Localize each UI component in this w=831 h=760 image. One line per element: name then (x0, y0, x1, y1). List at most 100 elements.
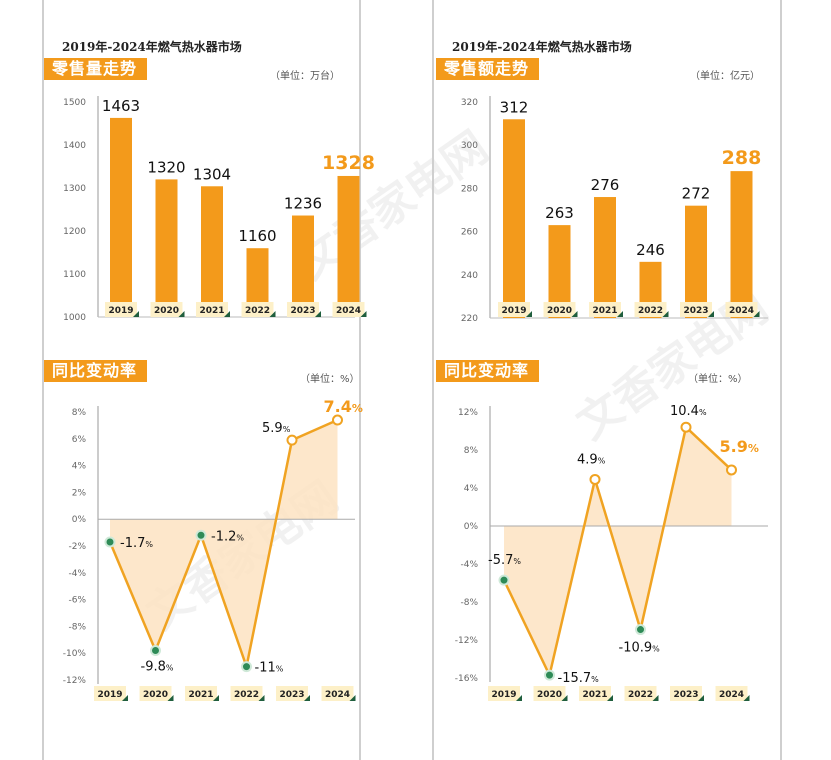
year-tab (150, 302, 183, 317)
year-tab-corner (526, 311, 532, 317)
data-point (104, 536, 116, 548)
data-label: 1320 (147, 158, 185, 176)
year-tab-corner (743, 695, 750, 701)
x-tick-label: 2022 (234, 690, 259, 700)
y-tick-label: 300 (461, 141, 478, 151)
year-tab-corner (753, 311, 760, 317)
series-line (108, 418, 339, 672)
y-tick-label: 12% (458, 408, 478, 418)
y-tick-label: -10% (63, 649, 87, 659)
x-tick-label: 2023 (279, 690, 304, 700)
panel-header: 2019年-2024年燃气热水器市场 (452, 40, 632, 54)
data-label-unit: % (598, 456, 606, 465)
data-point (589, 473, 601, 485)
year-tab (287, 302, 319, 317)
y-tick-label: -4% (460, 560, 478, 570)
series-line (502, 424, 733, 679)
year-tab (533, 686, 566, 701)
data-label: -15.7% (558, 671, 600, 686)
unit-label: （单位：万台） (270, 71, 340, 82)
year-tab-corner (224, 311, 230, 317)
data-point (150, 645, 161, 657)
left-divider (42, 0, 44, 760)
y-tick-label: 8% (72, 408, 87, 418)
x-tick-label: 2024 (719, 690, 744, 700)
y-tick-label: -6% (68, 596, 86, 606)
data-label: -5.7% (488, 553, 521, 568)
area-fill (110, 420, 338, 667)
x-tick-label: 2019 (501, 306, 526, 316)
year-tab (543, 302, 576, 317)
y-tick-label: 260 (461, 228, 478, 238)
unit-label: （单位：%） (688, 374, 748, 385)
y-tick-label: 1200 (63, 227, 86, 237)
y-tick-label: 320 (461, 98, 478, 108)
y-tick-label: 1000 (63, 313, 86, 323)
year-tab (579, 686, 611, 701)
year-tab (230, 686, 263, 701)
x-tick-label: 2024 (325, 690, 350, 700)
year-tab-corner (698, 695, 704, 701)
y-tick-label: 6% (72, 435, 87, 445)
y-tick-label: 8% (464, 446, 479, 456)
year-tab (680, 302, 712, 317)
x-tick-label: 2021 (592, 306, 617, 316)
y-tick-label: 1100 (63, 270, 86, 280)
y-tick-label: 280 (461, 184, 478, 194)
year-tab (105, 302, 137, 317)
year-tab-corner (133, 311, 139, 317)
year-tab-corner (516, 695, 522, 701)
data-label: 5.9% (262, 421, 291, 436)
bar (548, 225, 571, 318)
data-label: 312 (500, 98, 529, 116)
y-tick-label: 1400 (63, 141, 86, 151)
year-tab-corner (652, 695, 659, 701)
x-tick-label: 2023 (673, 690, 698, 700)
data-label: 10.4% (670, 404, 707, 419)
year-tab (321, 686, 354, 701)
data-label-unit: % (699, 408, 707, 417)
section-title-value: 零售额走势 (436, 58, 540, 80)
center-divider (432, 0, 434, 760)
center-divider (359, 0, 361, 760)
year-tab (498, 302, 530, 317)
year-tab-corner (269, 311, 276, 317)
year-tab-corner (708, 311, 714, 317)
data-label: 7.4% (324, 397, 363, 416)
bar (337, 175, 360, 317)
y-tick-label: -12% (63, 676, 87, 686)
year-tab-corner (571, 311, 578, 317)
bar (503, 119, 525, 318)
data-label: 4.9% (577, 452, 606, 467)
year-tab (725, 302, 758, 317)
x-tick-label: 2023 (290, 306, 315, 316)
y-tick-label: 0% (72, 515, 87, 525)
x-tick-label: 2021 (188, 690, 213, 700)
year-tab (185, 686, 217, 701)
y-tick-label: 4% (464, 484, 479, 494)
data-label-unit: % (283, 425, 291, 434)
year-tab (196, 302, 228, 317)
year-tab-corner (122, 695, 128, 701)
data-label: -11% (255, 661, 284, 676)
year-tab-corner (662, 311, 669, 317)
year-tab (589, 302, 621, 317)
y-tick-label: -2% (68, 542, 86, 552)
data-point (286, 434, 298, 446)
year-tab (241, 302, 274, 317)
data-label-unit: % (652, 645, 660, 654)
year-tab-corner (561, 695, 568, 701)
data-point (195, 529, 207, 541)
data-label-unit: % (276, 665, 284, 674)
bar (110, 117, 132, 317)
y-tick-label: 240 (461, 271, 478, 281)
data-label: -1.2% (211, 529, 244, 544)
data-point (635, 624, 646, 636)
data-label: -1.7% (120, 536, 153, 551)
year-tab-corner (178, 311, 185, 317)
y-tick-label: 220 (461, 314, 478, 324)
year-tab (139, 686, 172, 701)
year-tab-corner (213, 695, 219, 701)
data-label: 1160 (238, 227, 276, 245)
